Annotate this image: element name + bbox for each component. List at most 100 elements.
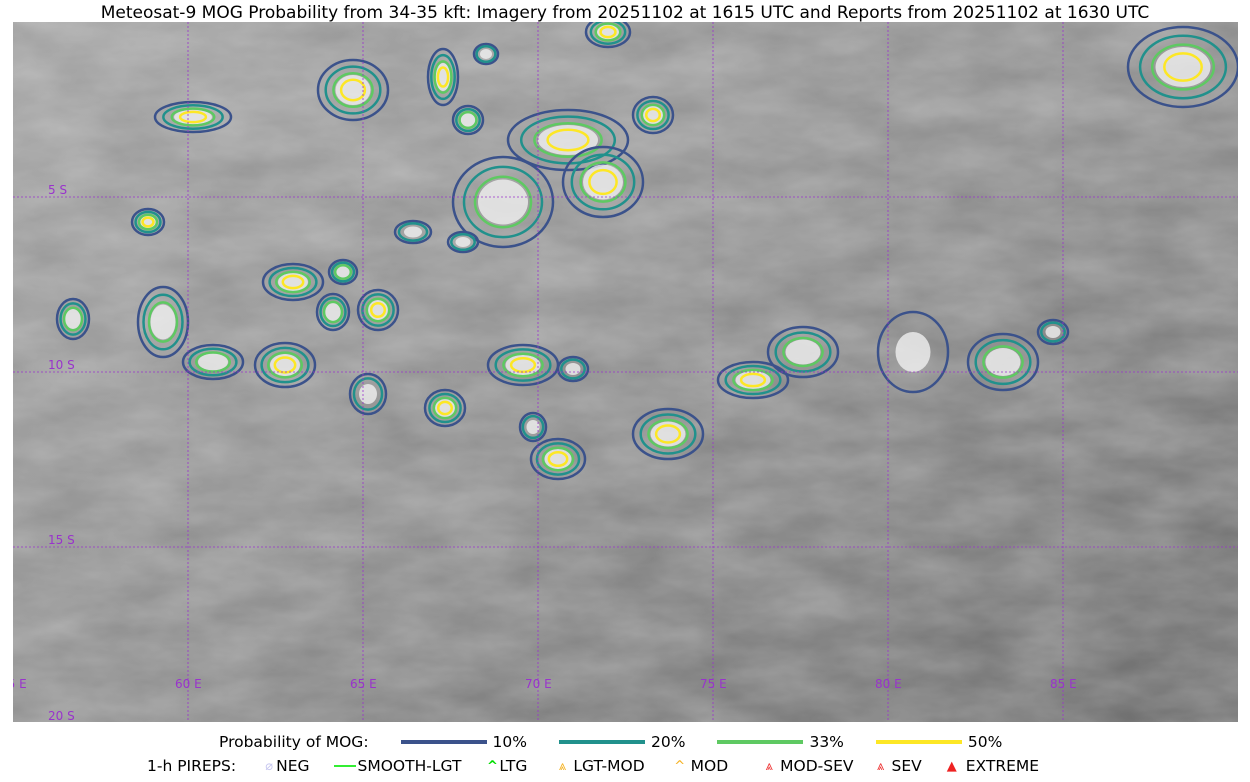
legend-label: 33% bbox=[809, 733, 844, 751]
mog-contour-20pct bbox=[639, 413, 697, 455]
mog-contour-50pct bbox=[546, 128, 590, 152]
legend-item-20: 20% bbox=[559, 733, 685, 751]
legend-item-50: 50% bbox=[875, 733, 1002, 751]
mog-contour-10pct bbox=[966, 332, 1040, 392]
mog-contour-20pct bbox=[494, 348, 552, 382]
mog-contour-33pct bbox=[594, 22, 622, 42]
mog-contour-10pct bbox=[472, 42, 500, 66]
mog-contour-20pct bbox=[352, 377, 384, 411]
pirep-sev: ⩓ SEV bbox=[870, 757, 922, 775]
mog-contour-10pct bbox=[426, 47, 460, 107]
mog-contour-10pct bbox=[451, 155, 555, 249]
mog-contour-20pct bbox=[521, 414, 545, 440]
cold-cloud-top bbox=[65, 309, 81, 329]
mog-contour-10pct bbox=[327, 258, 359, 286]
pirep-label: LTG bbox=[499, 757, 528, 775]
pirep-smooth-lgt: SMOOTH-LGT bbox=[333, 757, 461, 775]
mog-contour-33pct bbox=[982, 345, 1024, 379]
mog-contour-10pct bbox=[1126, 25, 1238, 109]
extreme-triangle-icon: ▲ bbox=[946, 758, 957, 774]
mog-contour-50pct bbox=[436, 400, 454, 416]
legend-label: 10% bbox=[492, 733, 527, 751]
mog-contour-33pct bbox=[1150, 43, 1216, 91]
lon-label: 85 E bbox=[1050, 677, 1077, 691]
mog-contour-10pct bbox=[261, 262, 325, 302]
lon-label: 55 E bbox=[13, 677, 27, 691]
lon-label: 60 E bbox=[175, 677, 202, 691]
mog-contour-50pct bbox=[141, 216, 155, 228]
pireps-legend-label: 1-h PIREPS: bbox=[147, 757, 237, 775]
mog-contour-10pct bbox=[631, 95, 675, 135]
line-swatch bbox=[717, 740, 804, 744]
mog-contour-33pct bbox=[194, 351, 232, 373]
lon-label: 75 E bbox=[700, 677, 727, 691]
mog-contour-10pct bbox=[253, 341, 317, 389]
mog-contour-10pct bbox=[348, 372, 388, 416]
mog-contour-33pct bbox=[502, 352, 544, 378]
sev-caret-icon: ⩓ bbox=[876, 758, 885, 774]
mog-contour-10pct bbox=[55, 297, 91, 341]
mog-contour-50pct bbox=[369, 301, 387, 319]
mog-contour-10pct bbox=[356, 288, 400, 332]
mog-contour-33pct bbox=[333, 264, 353, 280]
mog-contour-50pct bbox=[178, 110, 208, 124]
pirep-label: MOD-SEV bbox=[780, 757, 854, 775]
mog-contour-50pct bbox=[588, 168, 618, 196]
mog-contour-10pct bbox=[423, 388, 467, 428]
lon-label: 65 E bbox=[350, 677, 377, 691]
pirep-extreme: ▲ EXTREME bbox=[938, 757, 1039, 775]
mog-contour-20pct bbox=[560, 358, 586, 380]
mog-contour-20pct bbox=[430, 53, 456, 101]
lat-label: 20 S bbox=[48, 709, 75, 722]
cold-cloud-top bbox=[480, 49, 492, 59]
mog-contour-20pct bbox=[361, 293, 395, 327]
mog-contour-33pct bbox=[170, 107, 216, 127]
mog-contour-33pct bbox=[458, 110, 478, 130]
mog-contour-10pct bbox=[393, 219, 433, 245]
mog-contour-10pct bbox=[153, 100, 233, 134]
mog-contour-50pct bbox=[436, 66, 450, 88]
legend-item-33: 33% bbox=[717, 733, 844, 751]
mog-contour-10pct bbox=[316, 58, 390, 122]
mog-contour-33pct bbox=[137, 213, 159, 231]
mog-contour-20pct bbox=[330, 261, 356, 283]
mog-contour-33pct bbox=[274, 270, 312, 294]
mog-contour-33pct bbox=[62, 306, 84, 332]
mog-contour-10pct bbox=[446, 230, 480, 254]
mog-contour-50pct bbox=[281, 274, 305, 290]
mod-sev-caret-icon: ⩓ bbox=[765, 758, 773, 774]
mog-contour-33pct bbox=[647, 418, 689, 450]
mog-contour-20pct bbox=[134, 210, 162, 234]
mog-contour-33pct bbox=[332, 71, 374, 109]
satellite-map: 55 E 60 E 65 E 70 E 75 E 80 E 85 E 5 S 1… bbox=[13, 22, 1238, 722]
mog-contour-50pct bbox=[654, 424, 682, 444]
pirep-label: SEV bbox=[891, 757, 922, 775]
pirep-mod: ^ MOD bbox=[669, 757, 728, 775]
mog-contour-10pct bbox=[529, 437, 587, 481]
cold-cloud-top bbox=[460, 113, 476, 127]
mog-contour-50pct bbox=[739, 372, 767, 388]
smooth-lgt-line-icon bbox=[333, 765, 356, 767]
cold-cloud-top bbox=[455, 237, 471, 247]
mog-contour-10pct bbox=[631, 407, 705, 461]
mog-contour-10pct bbox=[518, 411, 548, 443]
line-swatch bbox=[875, 740, 962, 744]
pireps-legend: 1-h PIREPS: ⌀ NEG SMOOTH-LGT ^ LTG ⩓ LGT-MO… bbox=[0, 757, 1250, 775]
neg-icon: ⌀ bbox=[265, 758, 274, 774]
cold-cloud-top bbox=[325, 303, 341, 321]
cold-cloud-top bbox=[895, 332, 931, 372]
probability-legend-label: Probability of MOG: bbox=[219, 733, 369, 751]
mog-contour-20pct bbox=[1040, 321, 1066, 343]
mog-contour-10pct bbox=[130, 207, 166, 237]
mog-contour-20pct bbox=[268, 266, 318, 298]
mog-contour-20pct bbox=[59, 302, 87, 336]
mog-contour-20pct bbox=[589, 22, 627, 45]
pirep-neg: ⌀ NEG bbox=[262, 757, 309, 775]
mog-contour-33pct bbox=[365, 297, 391, 323]
mog-contour-33pct bbox=[732, 368, 774, 392]
mog-contour-50pct bbox=[339, 78, 367, 102]
cold-cloud-top bbox=[359, 384, 377, 404]
pirep-label: LGT-MOD bbox=[573, 757, 645, 775]
cold-cloud-top bbox=[526, 420, 540, 434]
mog-contour-20pct bbox=[1138, 34, 1228, 100]
